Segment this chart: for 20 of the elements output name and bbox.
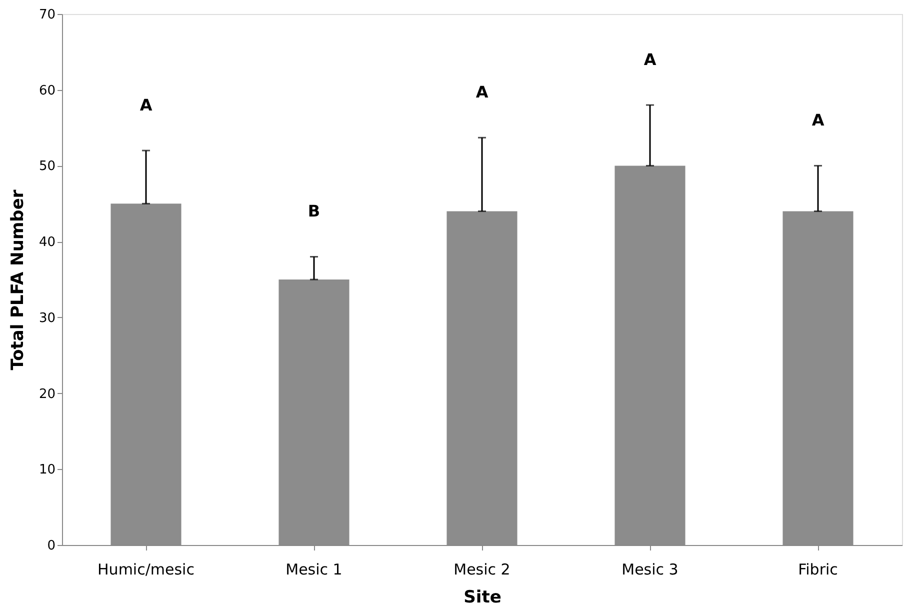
y-tick-label: 0 bbox=[47, 538, 56, 554]
x-tick-label: Mesic 1 bbox=[286, 560, 342, 578]
y-tick-label: 20 bbox=[38, 386, 56, 402]
x-axis-title: Site bbox=[464, 588, 502, 608]
annotation: A bbox=[812, 110, 825, 130]
x-tick-label: Fibric bbox=[798, 560, 838, 578]
y-tick-label: 50 bbox=[38, 159, 56, 174]
annotation: B bbox=[308, 202, 320, 221]
y-tick-label: 40 bbox=[38, 235, 56, 250]
x-tick-label: Mesic 2 bbox=[454, 560, 510, 578]
x-tick-label: Mesic 3 bbox=[622, 560, 678, 578]
y-tick-label: 70 bbox=[38, 8, 56, 22]
y-tick-label: 60 bbox=[38, 83, 56, 98]
annotation: A bbox=[140, 96, 153, 115]
y-tick-label: 10 bbox=[38, 462, 56, 478]
y-tick-label: 30 bbox=[38, 310, 56, 326]
y-axis-title: Total PLFA Number bbox=[8, 189, 28, 370]
annotation: A bbox=[476, 82, 489, 102]
annotation: A bbox=[644, 50, 657, 70]
x-tick-label: Humic/mesic bbox=[98, 560, 194, 578]
